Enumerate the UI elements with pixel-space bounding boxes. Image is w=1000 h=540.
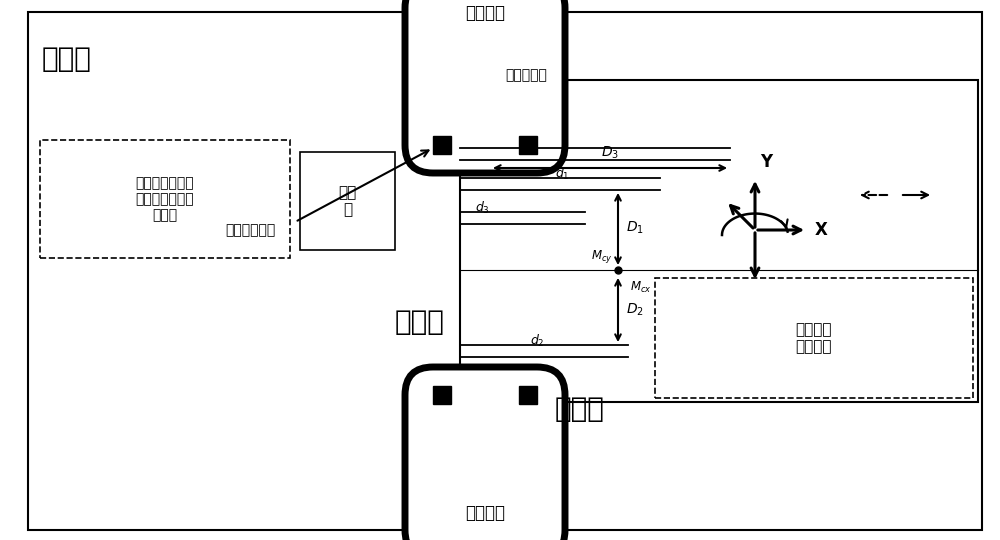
Text: 计算
机: 计算 机 — [338, 185, 357, 217]
Bar — [433, 136, 451, 154]
Text: 位移作动器: 位移作动器 — [505, 68, 547, 82]
Bar — [519, 386, 537, 404]
Bar — [517, 384, 539, 406]
Text: 光纤陀螺
加速度计: 光纤陀螺 加速度计 — [796, 322, 832, 354]
Text: 舱间电缆: 舱间电缆 — [465, 4, 505, 22]
Text: Y: Y — [760, 153, 772, 171]
FancyBboxPatch shape — [405, 367, 565, 540]
Text: 舱间电缆: 舱间电缆 — [465, 504, 505, 522]
Bar — [460, 80, 978, 402]
Text: $D_1$: $D_1$ — [626, 220, 644, 236]
FancyBboxPatch shape — [405, 0, 565, 173]
Text: $M_{cy}$: $M_{cy}$ — [591, 248, 613, 265]
Bar — [300, 152, 395, 250]
Bar — [431, 134, 453, 156]
Text: 运动舱: 运动舱 — [555, 395, 605, 423]
Text: 磁浮电流驱动器
位移传感器采集
蓄电池: 磁浮电流驱动器 位移传感器采集 蓄电池 — [136, 176, 194, 222]
Text: 六维力传感器: 六维力传感器 — [225, 223, 275, 237]
Bar — [517, 134, 539, 156]
Bar — [433, 386, 451, 404]
Text: $D_3$: $D_3$ — [601, 145, 619, 161]
Text: $d_2$: $d_2$ — [530, 333, 545, 349]
Text: $d_1$: $d_1$ — [555, 166, 570, 182]
Bar — [519, 136, 537, 154]
FancyBboxPatch shape — [40, 140, 290, 258]
Text: $D_2$: $D_2$ — [626, 302, 644, 318]
FancyBboxPatch shape — [655, 278, 973, 398]
Text: X: X — [815, 221, 828, 239]
Bar — [431, 384, 453, 406]
Text: $d_3$: $d_3$ — [475, 200, 490, 216]
Text: 俯视图: 俯视图 — [42, 45, 92, 73]
Text: $M_{cx}$: $M_{cx}$ — [630, 280, 652, 295]
Text: 固定舱: 固定舱 — [395, 308, 445, 336]
